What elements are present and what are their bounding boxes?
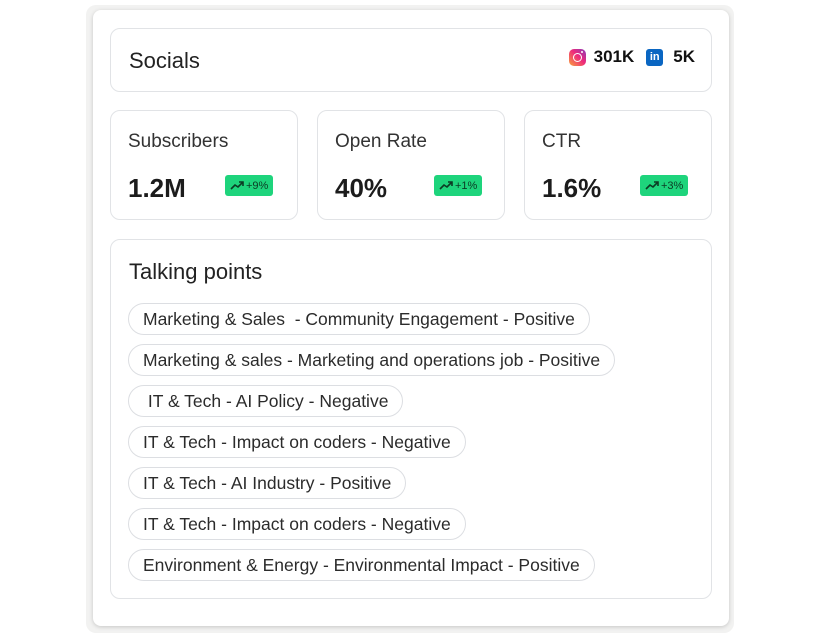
change-value: +9% <box>246 179 269 192</box>
metric-card-subscribers: Subscribers 1.2M +9% <box>110 110 298 220</box>
talking-point-chip[interactable]: IT & Tech - Impact on coders - Negative <box>128 426 466 458</box>
change-badge: +3% <box>640 175 689 196</box>
instagram-count: 301K <box>593 47 635 66</box>
talking-points-panel: Talking points Marketing & Sales - Commu… <box>110 239 712 599</box>
talking-point-chip[interactable]: IT & Tech - Impact on coders - Negative <box>128 508 466 540</box>
trend-up-icon <box>230 180 244 190</box>
trend-up-icon <box>645 180 659 190</box>
talking-point-chip[interactable]: IT & Tech - AI Policy - Negative <box>128 385 404 417</box>
metric-label: Open Rate <box>335 131 427 152</box>
socials-header: Socials 301K in 5K <box>110 28 712 92</box>
trend-up-icon <box>439 180 453 190</box>
change-badge: +1% <box>434 175 483 196</box>
talking-points-title: Talking points <box>129 259 263 284</box>
instagram-icon <box>568 48 586 66</box>
change-value: +1% <box>455 179 478 192</box>
talking-point-chip[interactable]: Environment & Energy - Environmental Imp… <box>128 549 595 581</box>
change-value: +3% <box>661 179 684 192</box>
talking-point-chip[interactable]: Marketing & sales - Marketing and operat… <box>128 344 616 376</box>
metric-label: CTR <box>542 131 582 152</box>
socials-title: Socials <box>129 48 200 73</box>
talking-points-list: Marketing & Sales - Community Engagement… <box>128 303 616 590</box>
change-badge: +9% <box>225 175 274 196</box>
linkedin-count: 5K <box>673 47 695 66</box>
metric-label: Subscribers <box>128 131 229 152</box>
linkedin-icon: in <box>646 48 664 66</box>
metric-value: 1.6% <box>542 173 602 203</box>
talking-point-chip[interactable]: IT & Tech - AI Industry - Positive <box>128 467 407 499</box>
social-card: Socials 301K in 5K Subscribers 1.2M +9% … <box>93 10 729 626</box>
metric-value: 40% <box>335 173 388 203</box>
social-counts: 301K in 5K <box>568 47 695 67</box>
metric-card-open-rate: Open Rate 40% +1% <box>317 110 505 220</box>
metric-card-ctr: CTR 1.6% +3% <box>524 110 712 220</box>
talking-point-chip[interactable]: Marketing & Sales - Community Engagement… <box>128 303 590 335</box>
metric-value: 1.2M <box>128 173 186 203</box>
